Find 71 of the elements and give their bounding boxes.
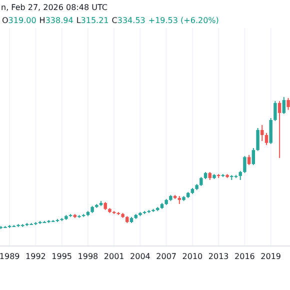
candlestick <box>190 187 194 195</box>
candlestick <box>78 214 81 219</box>
candlestick <box>186 192 190 198</box>
candlestick <box>130 216 134 224</box>
text: +19.53 (+6.20%) <box>148 16 219 25</box>
candlestick <box>42 220 46 224</box>
candlestick <box>126 216 129 224</box>
text: C334.53 <box>112 16 146 25</box>
x-tick-label: 1998 <box>78 252 98 261</box>
candlestick <box>195 183 198 191</box>
candlestick <box>138 211 142 217</box>
candlestick <box>230 174 234 181</box>
candlestick <box>269 117 272 144</box>
candlestick <box>182 196 186 202</box>
candlestick <box>238 170 242 181</box>
candlestick <box>95 204 98 209</box>
x-tick-label: 2007 <box>156 252 177 261</box>
x-tick-label: 2016 <box>234 252 255 261</box>
candlestick <box>116 211 120 216</box>
candlestick <box>169 194 172 202</box>
candlestick <box>86 210 90 217</box>
candlestick <box>121 212 124 219</box>
candlestick <box>60 218 64 222</box>
candlestick <box>64 214 68 221</box>
x-tick-label: 2013 <box>208 252 229 261</box>
candlestick <box>178 196 181 205</box>
candlestick <box>208 171 212 181</box>
chart-title: n, Feb 27, 2026 08:48 UTC <box>1 3 108 12</box>
candlestick <box>173 194 177 200</box>
candlestick <box>56 218 60 223</box>
candlestick <box>34 222 38 226</box>
candlestick <box>243 156 246 174</box>
candlestick <box>221 173 225 178</box>
candlestick <box>156 206 160 212</box>
candlestick <box>252 147 256 166</box>
candlestick <box>274 100 277 122</box>
candlestick <box>278 100 282 158</box>
candlestick <box>164 198 168 206</box>
candlestick <box>256 128 260 152</box>
candlestick <box>234 174 238 179</box>
x-tick-label: 2001 <box>104 252 124 261</box>
text: L315.21 <box>76 16 109 25</box>
candlestick <box>134 213 138 220</box>
candlestick <box>90 206 94 214</box>
candlestick <box>282 96 286 115</box>
candlestick <box>204 171 208 180</box>
candlestick <box>16 223 20 228</box>
candlestick <box>47 220 50 224</box>
candlestick <box>152 208 155 212</box>
x-tick-label: 2019 <box>260 252 282 261</box>
text: O319.00 <box>2 16 36 25</box>
x-tick-label: 2010 <box>182 252 203 261</box>
x-tick-label: 1995 <box>52 252 72 261</box>
candlestick <box>108 208 112 214</box>
candlestick <box>73 213 76 219</box>
candlestick <box>264 132 268 146</box>
candlestick <box>260 124 264 142</box>
candlestick <box>147 209 151 214</box>
text: H338.94 <box>39 16 74 25</box>
x-tick-label: 1992 <box>26 252 46 261</box>
x-tick-label: 2004 <box>130 252 150 261</box>
candlestick <box>160 202 164 210</box>
candlestick <box>200 176 203 186</box>
candlestick <box>212 173 216 180</box>
candlestick <box>286 98 290 110</box>
candlestick <box>226 173 229 179</box>
candlestick <box>99 200 103 207</box>
candlestick <box>216 173 220 179</box>
x-tick-label: 1989 <box>0 252 20 261</box>
candlestick <box>247 154 251 166</box>
candlestick <box>104 201 107 210</box>
